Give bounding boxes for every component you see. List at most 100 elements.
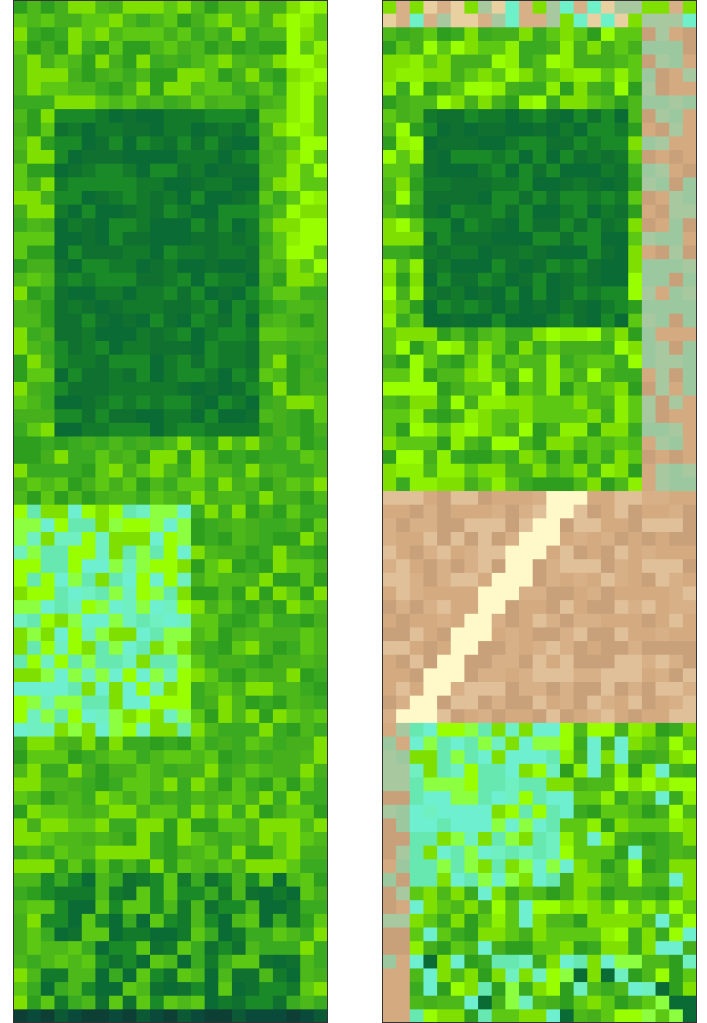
pixel [14,887,28,901]
pixel [218,286,232,300]
pixel [259,818,273,832]
pixel [464,518,478,532]
pixel [396,477,410,491]
pixel [68,559,82,573]
pixel [642,300,656,314]
pixel [560,641,574,655]
pixel [177,928,191,942]
pixel [68,982,82,996]
pixel [601,900,615,914]
pixel [109,109,123,123]
pixel [683,150,697,164]
pixel [232,900,246,914]
pixel [41,655,55,669]
pixel [587,0,601,14]
pixel [656,27,670,41]
pixel [546,436,560,450]
pixel [218,832,232,846]
pixel [273,968,287,982]
pixel [150,764,164,778]
pixel [300,68,314,82]
pixel [54,573,68,587]
pixel [615,0,629,14]
pixel [383,723,397,737]
pixel [246,723,260,737]
pixel [177,341,191,355]
pixel [68,27,82,41]
pixel [246,777,260,791]
pixel [601,696,615,710]
pixel [27,246,41,260]
pixel [574,450,588,464]
pixel [492,818,506,832]
pixel [519,341,533,355]
pixel [628,232,642,246]
pixel [273,723,287,737]
pixel [492,791,506,805]
pixel [464,0,478,14]
pixel [273,477,287,491]
pixel [191,900,205,914]
pixel [177,723,191,737]
pixel [136,818,150,832]
pixel [54,532,68,546]
pixel [287,68,301,82]
pixel [615,246,629,260]
pixel [300,436,314,450]
pixel [259,546,273,560]
pixel [669,14,683,28]
pixel [287,518,301,532]
pixel [683,723,697,737]
pixel [492,546,506,560]
pixel [437,968,451,982]
pixel [300,518,314,532]
pixel [683,873,697,887]
pixel [574,641,588,655]
pixel [505,477,519,491]
pixel [246,668,260,682]
pixel [437,409,451,423]
pixel [423,123,437,137]
pixel [82,587,96,601]
pixel [451,491,465,505]
pixel [177,205,191,219]
pixel [533,682,547,696]
pixel [560,1009,574,1023]
pixel [287,846,301,860]
pixel [205,423,219,437]
pixel [232,696,246,710]
pixel [218,982,232,996]
pixel [314,709,328,723]
pixel [287,355,301,369]
pixel [273,341,287,355]
pixel [273,205,287,219]
pixel [150,0,164,14]
pixel [669,641,683,655]
pixel [683,259,697,273]
pixel [259,368,273,382]
pixel [546,286,560,300]
pixel [574,805,588,819]
pixel [27,696,41,710]
pixel [273,791,287,805]
pixel [259,614,273,628]
pixel [451,559,465,573]
pixel [628,450,642,464]
pixel [451,955,465,969]
pixel [410,382,424,396]
pixel [41,532,55,546]
pixel [533,477,547,491]
pixel [123,696,137,710]
pixel [656,41,670,55]
pixel [41,873,55,887]
pixel [14,68,28,82]
pixel [533,218,547,232]
pixel [587,668,601,682]
pixel [615,546,629,560]
pixel [136,95,150,109]
pixel [451,259,465,273]
pixel [27,709,41,723]
pixel [14,587,28,601]
pixel [314,941,328,955]
pixel [41,82,55,96]
